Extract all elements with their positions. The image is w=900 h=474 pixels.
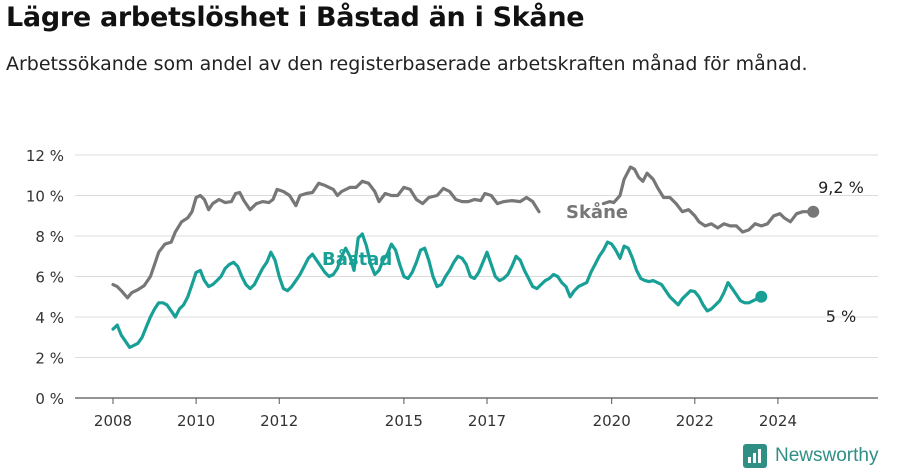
brand-name: Newsworthy xyxy=(775,445,879,466)
y-tick-label: 10 % xyxy=(26,188,64,206)
chart-subtitle: Arbetssökande som andel av den registerb… xyxy=(6,53,808,75)
x-tick-label: 2008 xyxy=(94,412,132,430)
x-tick-label: 2012 xyxy=(260,412,298,430)
series-line-båstad xyxy=(111,232,763,349)
y-tick-label: 8 % xyxy=(35,228,64,246)
y-tick-label: 0 % xyxy=(35,390,64,408)
end-marker-skane xyxy=(807,205,820,218)
y-tick-label: 4 % xyxy=(35,309,64,327)
x-tick-label: 2020 xyxy=(593,412,631,430)
x-tick-label: 2024 xyxy=(759,412,797,430)
bar-chart-icon xyxy=(743,444,767,468)
x-tick-label: 2017 xyxy=(468,412,506,430)
y-tick-label: 12 % xyxy=(26,147,64,165)
y-tick-label: 6 % xyxy=(35,269,64,287)
end-marker-bastad xyxy=(755,290,768,303)
chart-title: Lägre arbetslöshet i Båstad än i Skåne xyxy=(6,2,585,33)
y-tick-label: 2 % xyxy=(35,350,64,368)
series-label-bastad: Båstad xyxy=(322,248,392,270)
end-value-skane: 9,2 % xyxy=(818,178,864,197)
x-tick-label: 2015 xyxy=(385,412,423,430)
x-tick-label: 2022 xyxy=(676,412,714,430)
series-label-skane: Skåne xyxy=(566,201,628,223)
x-tick-label: 2010 xyxy=(177,412,215,430)
newsworthy-logo: Newsworthy xyxy=(743,444,878,468)
series-line-skåne xyxy=(111,179,541,300)
series-line-skåne xyxy=(601,165,815,234)
end-value-bastad: 5 % xyxy=(826,307,856,326)
